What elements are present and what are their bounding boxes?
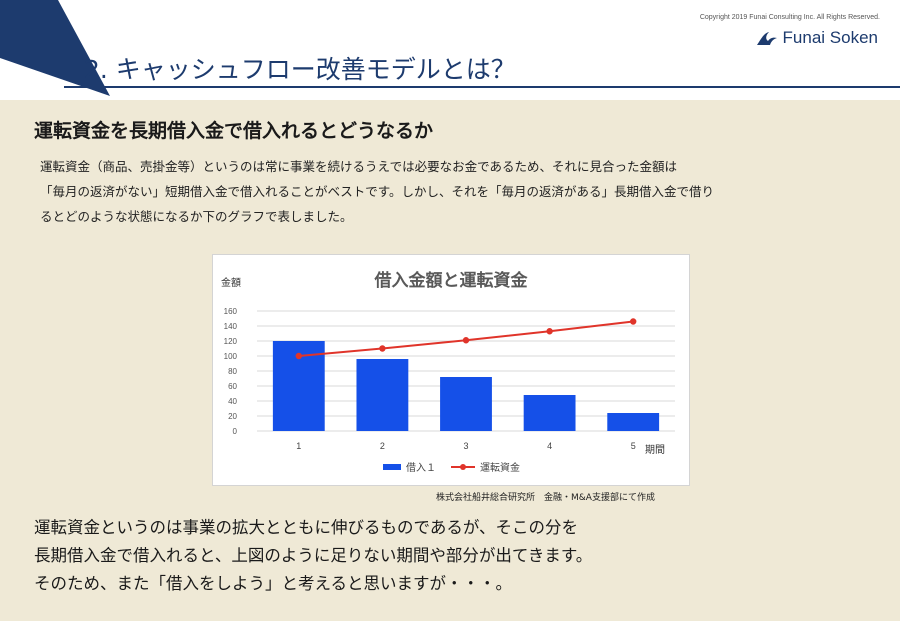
page-title: 2. キャッシュフロー改善モデルとは？ [84, 55, 516, 84]
y-tick-label: 140 [224, 322, 238, 331]
y-axis-label: 金額 [221, 276, 241, 289]
bar-4 [523, 395, 576, 431]
x-tick-label: 5 [631, 441, 636, 451]
y-tick-label: 100 [224, 352, 238, 361]
wave-logo-icon [756, 32, 777, 45]
y-tick-label: 160 [224, 307, 238, 316]
x-tick-label: 3 [463, 441, 468, 451]
x-tick-label: 1 [296, 441, 301, 451]
line-point-5 [630, 318, 637, 325]
slide-header: Copyright 2019 Funai Consulting Inc. All… [0, 0, 900, 100]
title-underline [64, 86, 900, 88]
y-tick-label: 40 [228, 397, 237, 406]
x-axis-label: 期間 [645, 444, 665, 456]
intro-paragraph: 運転資金（商品、売掛金等）というのは常に事業を続けるうえでは必要なお金であるため… [40, 154, 830, 229]
corner-triangle-decoration [0, 0, 110, 96]
legend-swatch-bar [383, 464, 401, 470]
line-point-2 [379, 345, 386, 352]
line-point-1 [295, 352, 302, 360]
y-tick-label: 60 [228, 382, 237, 391]
loan-vs-working-capital-chart: 借入金額と運転資金 金額 0 20 40 60 80 100 120 140 160 1 2 3 4 5 期間借… [212, 254, 690, 486]
paragraph-line: 運転資金（商品、売掛金等）というのは常に事業を続けるうえでは必要なお金であるため… [40, 159, 678, 174]
bar-3 [440, 377, 492, 431]
x-tick-label: 4 [547, 441, 552, 451]
paragraph-line: 「毎月の返済がない」短期借入金で借入れることがベストです。しかし、それを「毎月の… [40, 184, 715, 199]
source-note: 株式会社船井総合研究所 金融・M&A支援部にて作成 [436, 493, 655, 503]
line-point-4 [546, 328, 553, 335]
chart-title: 借入金額と運転資金 [374, 270, 529, 291]
conclusion-line: 運転資金というのは事業の拡大とともに伸びるものであるが、そこの分を [34, 518, 579, 537]
bar-5 [607, 413, 660, 431]
legend-swatch-line-marker [460, 464, 466, 470]
chart-svg: 借入金額と運転資金 金額 0 20 40 60 80 100 120 140 160 1 2 3 4 5 期間借… [221, 270, 675, 474]
company-logo: Funai Soken [756, 28, 878, 48]
y-tick-label: 80 [228, 367, 237, 376]
legend-label-line: 運転資金 [480, 461, 520, 474]
y-tick-label: 20 [228, 412, 237, 421]
copyright-text: Copyright 2019 Funai Consulting Inc. All… [699, 14, 880, 21]
conclusion-line: そのため、また「借入をしよう」と考えると思いますが・・・。 [34, 574, 513, 593]
line-point-3 [462, 337, 470, 344]
y-tick-label: 0 [233, 427, 238, 436]
bar-2 [356, 359, 409, 431]
x-tick-label: 2 [380, 441, 385, 451]
y-tick-label: 120 [224, 337, 238, 346]
conclusion-line: 長期借入金で借入れると、上図のように足りない期間や部分が出てきます。 [34, 546, 593, 565]
section-heading: 運転資金を長期借入金で借入れるとどうなるか [34, 120, 434, 142]
paragraph-line: るとどのような状態になるか下のグラフで表しました。 [40, 209, 353, 224]
logo-text: Funai Soken [782, 28, 878, 47]
conclusion-text: 運転資金というのは事業の拡大とともに伸びるものであるが、そこの分を 長期借入金で… [34, 514, 592, 598]
legend-label-bar: 借入１ [406, 462, 436, 474]
